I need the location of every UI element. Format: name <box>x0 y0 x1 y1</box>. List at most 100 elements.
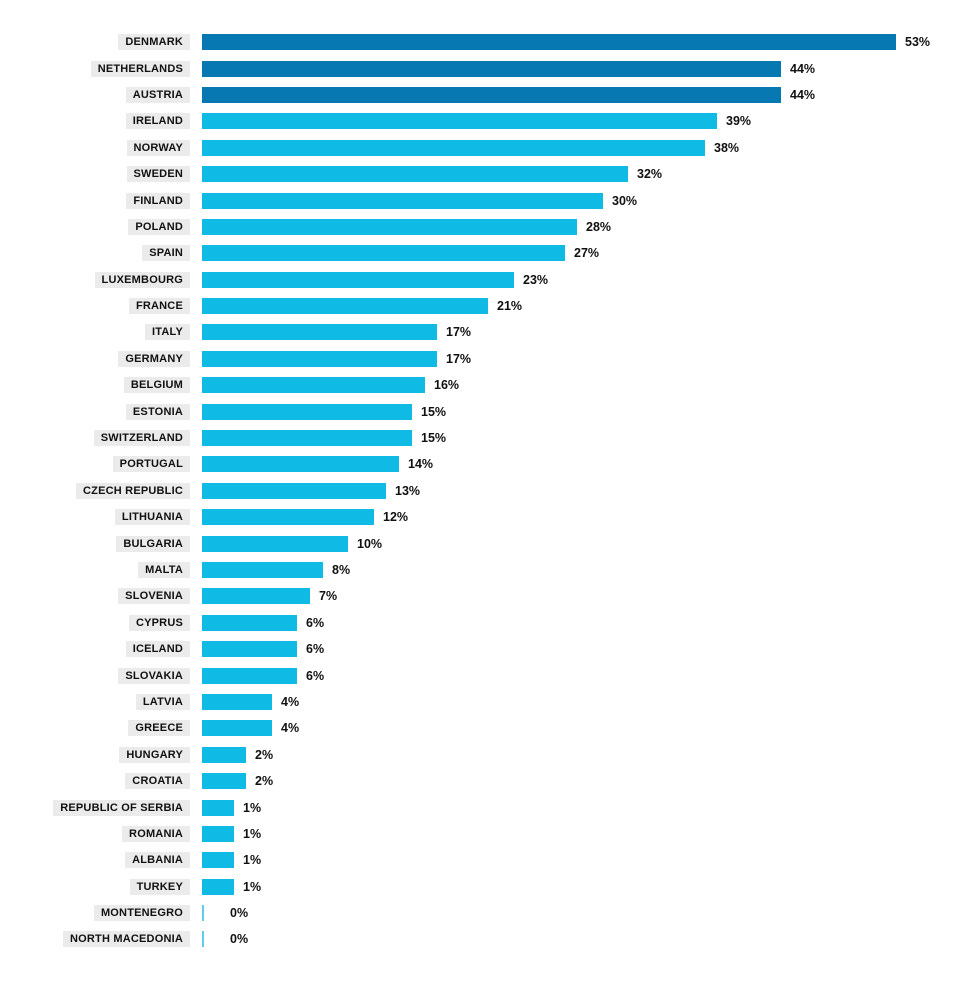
bar <box>202 641 297 658</box>
chart-row: HUNGARY 2% <box>0 742 960 768</box>
category-label: ITALY <box>145 324 190 341</box>
category-label-cell: LATVIA <box>0 693 202 710</box>
chart-row: PORTUGAL 14% <box>0 451 960 477</box>
category-label: LITHUANIA <box>114 509 190 526</box>
value-label: 1% <box>243 826 262 841</box>
bar <box>202 852 234 869</box>
category-label-cell: MONTENEGRO <box>0 905 202 922</box>
bar <box>202 166 628 183</box>
category-label-cell: CROATIA <box>0 773 202 790</box>
value-label: 8% <box>332 563 351 577</box>
value-label: 12% <box>383 510 409 525</box>
chart-row: GREECE 4% <box>0 715 960 741</box>
category-label-cell: SWEDEN <box>0 166 202 183</box>
bar <box>202 562 323 578</box>
category-label: BULGARIA <box>116 535 190 552</box>
value-label: 23% <box>523 272 549 287</box>
value-label: 10% <box>357 536 383 551</box>
bar <box>202 746 246 763</box>
value-label: 32% <box>637 167 663 182</box>
category-label-cell: SLOVAKIA <box>0 667 202 684</box>
category-label-cell: POLAND <box>0 218 202 235</box>
chart-row: GERMANY 17% <box>0 346 960 372</box>
category-label: CROATIA <box>125 773 190 790</box>
value-label: 1% <box>243 879 262 894</box>
value-label: 15% <box>421 404 447 419</box>
value-label: 6% <box>306 668 325 683</box>
chart-row: LATVIA 4% <box>0 689 960 715</box>
chart-row: MONTENEGRO 0% <box>0 900 960 926</box>
value-label: 4% <box>281 694 300 709</box>
bar <box>202 34 896 51</box>
chart-row: CROATIA 2% <box>0 768 960 794</box>
chart-row: NETHERLANDS 44% <box>0 55 960 81</box>
category-label-cell: TURKEY <box>0 878 202 895</box>
category-label-cell: SWITZERLAND <box>0 430 202 447</box>
category-label-cell: DENMARK <box>0 34 202 51</box>
value-label: 17% <box>446 351 472 366</box>
category-label: ICELAND <box>125 641 190 658</box>
bar <box>202 139 705 156</box>
chart-row: TURKEY 1% <box>0 874 960 900</box>
chart-row: IRELAND 39% <box>0 108 960 134</box>
value-label: 28% <box>586 219 612 234</box>
category-label: BELGIUM <box>123 377 190 394</box>
bar <box>202 324 437 341</box>
value-label: 15% <box>421 431 447 446</box>
category-label: TURKEY <box>129 878 190 895</box>
value-label: 44% <box>790 87 816 102</box>
category-label-cell: NORTH MACEDONIA <box>0 931 202 948</box>
chart-row: LUXEMBOURG 23% <box>0 267 960 293</box>
value-label: 2% <box>255 774 274 789</box>
chart-row: ITALY 17% <box>0 319 960 345</box>
chart-row: DENMARK 53% <box>0 29 960 55</box>
value-label: 39% <box>726 114 752 129</box>
category-label: IRELAND <box>125 113 190 130</box>
value-label: 0% <box>230 906 249 921</box>
chart-row: ALBANIA 1% <box>0 847 960 873</box>
category-label: LATVIA <box>135 693 190 710</box>
chart-row: NORTH MACEDONIA 0% <box>0 926 960 952</box>
category-label-cell: LITHUANIA <box>0 509 202 526</box>
value-label: 2% <box>255 747 274 762</box>
category-label-cell: IRELAND <box>0 113 202 130</box>
bar <box>202 245 565 262</box>
bar <box>202 614 297 631</box>
zero-tick-bar <box>202 931 204 948</box>
bar <box>202 799 234 816</box>
bar <box>202 430 412 447</box>
category-label: SLOVENIA <box>118 588 190 605</box>
category-label-cell: CZECH REPUBLIC <box>0 482 202 499</box>
category-label-cell: PORTUGAL <box>0 456 202 473</box>
chart-row: SWEDEN 32% <box>0 161 960 187</box>
chart-row: MALTA 8% <box>0 557 960 583</box>
chart-row: CZECH REPUBLIC 13% <box>0 478 960 504</box>
bar <box>202 825 234 842</box>
category-label: DENMARK <box>118 34 190 51</box>
value-label: 1% <box>243 853 262 868</box>
bar <box>202 535 348 552</box>
category-label: FRANCE <box>128 298 190 315</box>
category-label: LUXEMBOURG <box>94 271 190 288</box>
chart-row: ICELAND 6% <box>0 636 960 662</box>
category-label-cell: FRANCE <box>0 298 202 315</box>
chart-row: BELGIUM 16% <box>0 372 960 398</box>
category-label: GREECE <box>128 720 190 737</box>
bar <box>202 693 272 710</box>
chart-row: NORWAY 38% <box>0 135 960 161</box>
category-label: NORTH MACEDONIA <box>63 931 190 948</box>
bar-chart: DENMARK 53% NETHERLANDS 44% AUSTRIA 44% IRELAN… <box>0 29 960 953</box>
category-label-cell: ESTONIA <box>0 403 202 420</box>
value-label: 6% <box>306 642 325 657</box>
chart-row: FRANCE 21% <box>0 293 960 319</box>
value-label: 0% <box>230 932 249 947</box>
category-label-cell: NORWAY <box>0 139 202 156</box>
category-label-cell: AUSTRIA <box>0 86 202 103</box>
value-label: 16% <box>434 378 460 393</box>
value-label: 30% <box>612 193 638 208</box>
chart-row: REPUBLIC OF SERBIA 1% <box>0 794 960 820</box>
category-label: SWEDEN <box>126 166 190 183</box>
chart-row: POLAND 28% <box>0 214 960 240</box>
bar <box>202 403 412 420</box>
